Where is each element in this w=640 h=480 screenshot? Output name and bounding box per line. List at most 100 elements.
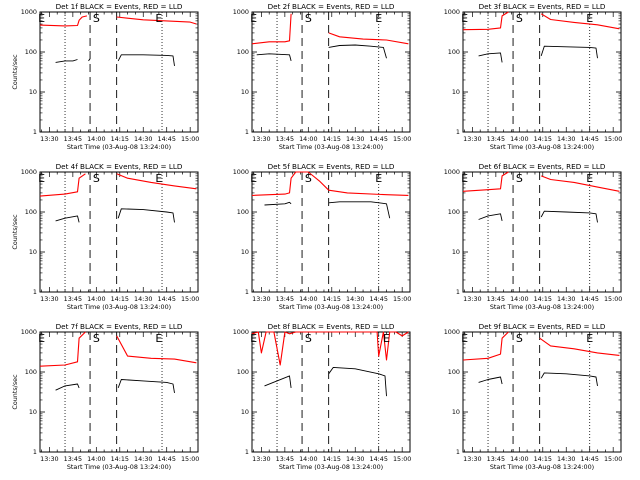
events-line <box>117 379 175 393</box>
y-tick-label: 1 <box>245 448 249 456</box>
y-tick-label: 1 <box>245 128 249 136</box>
x-axis-label: Start Time (03-Aug-08 13:24:00) <box>279 303 383 311</box>
x-axis-label: Start Time (03-Aug-08 13:24:00) <box>490 143 594 151</box>
y-tick-label: 10 <box>29 408 37 416</box>
end-marker-letter: E <box>155 172 162 185</box>
lld-line <box>540 13 620 30</box>
panel-title: Det 2f BLACK = Events, RED = LLD <box>268 2 395 11</box>
lld-line <box>328 32 409 45</box>
events-line <box>264 375 292 388</box>
lld-line <box>541 175 620 192</box>
start-marker-letter: E <box>38 12 45 25</box>
events-line <box>328 366 387 397</box>
events-line <box>540 372 598 386</box>
lld-line <box>251 171 409 196</box>
x-axis-label: Start Time (03-Aug-08 13:24:00) <box>490 463 594 471</box>
y-tick-label: 10 <box>241 248 249 256</box>
mid-marker-letter: S <box>305 332 312 345</box>
end-marker-letter: E <box>586 12 593 25</box>
y-tick-label: 1000 <box>444 328 460 336</box>
chart-panel-9: Det 9f BLACK = Events, RED = LLD 1 10 100 10… <box>444 322 623 471</box>
end-marker-letter: E <box>375 12 382 25</box>
x-tick-label: 14:00 <box>299 455 317 463</box>
x-axis-label: Start Time (03-Aug-08 13:24:00) <box>279 463 383 471</box>
y-tick-label: 10 <box>29 248 37 256</box>
plot-frame <box>39 171 199 293</box>
lld-line <box>462 11 509 31</box>
start-marker-letter: E <box>250 12 257 25</box>
x-tick-label: 14:45 <box>581 135 599 143</box>
lld-line <box>462 331 509 361</box>
x-tick-label: 13:45 <box>487 135 505 143</box>
x-tick-label: 14:00 <box>510 455 528 463</box>
plot-frame <box>251 11 411 133</box>
lld-line <box>39 15 88 27</box>
panel-title: Det 4f BLACK = Events, RED = LLD <box>56 162 183 171</box>
x-tick-label: 14:15 <box>111 295 129 303</box>
lld-line <box>39 173 86 197</box>
y-tick-label: 10 <box>452 248 460 256</box>
y-tick-label: 10 <box>452 88 460 96</box>
end-marker-letter: E <box>155 332 162 345</box>
lld-line <box>116 173 197 190</box>
y-tick-label: 10 <box>241 88 249 96</box>
x-tick-label: 14:30 <box>557 455 575 463</box>
x-tick-label: 13:45 <box>276 135 294 143</box>
mid-marker-letter: S <box>516 12 523 25</box>
lld-line <box>328 331 409 361</box>
y-tick-label: 1000 <box>21 168 37 176</box>
y-tick-label: 1 <box>456 448 460 456</box>
x-tick-label: 14:00 <box>87 455 105 463</box>
lld-line <box>39 331 86 367</box>
x-tick-label: 14:00 <box>299 295 317 303</box>
chart-panel-4: Det 4f BLACK = Events, RED = LLD 1 10 100 10… <box>11 162 199 311</box>
plot-frame <box>251 171 411 293</box>
x-tick-label: 14:45 <box>158 135 176 143</box>
x-tick-label: 14:30 <box>134 295 152 303</box>
x-tick-label: 15:00 <box>181 295 199 303</box>
events-line <box>478 213 503 221</box>
chart-panel-6: Det 6f BLACK = Events, RED = LLD 1 10 100 10… <box>444 162 623 311</box>
x-tick-label: 15:00 <box>604 455 622 463</box>
x-tick-label: 14:30 <box>346 295 364 303</box>
events-line <box>55 59 78 63</box>
y-tick-label: 1000 <box>444 168 460 176</box>
chart-panel-1: Det 1f BLACK = Events, RED = LLD 1 10 100 10… <box>11 2 199 151</box>
x-tick-label: 15:00 <box>393 295 411 303</box>
x-tick-label: 14:15 <box>534 295 552 303</box>
panel-title: Det 8f BLACK = Events, RED = LLD <box>268 322 395 331</box>
plot-frame <box>462 11 622 133</box>
y-tick-label: 1 <box>245 288 249 296</box>
x-axis-label: Start Time (03-Aug-08 13:24:00) <box>67 143 171 151</box>
lld-line <box>251 13 292 45</box>
x-axis-label: Start Time (03-Aug-08 13:24:00) <box>490 303 594 311</box>
events-line <box>478 52 503 63</box>
x-tick-label: 13:45 <box>276 455 294 463</box>
x-tick-label: 14:00 <box>87 135 105 143</box>
end-marker-letter: E <box>375 172 382 185</box>
x-tick-label: 15:00 <box>604 295 622 303</box>
x-tick-label: 15:00 <box>393 135 411 143</box>
x-tick-label: 13:30 <box>252 135 270 143</box>
x-tick-label: 13:45 <box>64 455 82 463</box>
events-line <box>88 58 91 62</box>
x-tick-label: 13:30 <box>463 295 481 303</box>
y-tick-label: 1000 <box>233 168 249 176</box>
y-tick-label: 10 <box>241 408 249 416</box>
y-tick-label: 100 <box>237 368 249 376</box>
start-marker-letter: E <box>461 332 468 345</box>
x-axis-label: Start Time (03-Aug-08 13:24:00) <box>67 303 171 311</box>
events-line <box>55 383 80 391</box>
chart-panel-8: Det 8f BLACK = Events, RED = LLD 1 10 100 10… <box>233 322 412 471</box>
panel-title: Det 9f BLACK = Events, RED = LLD <box>479 322 606 331</box>
x-tick-label: 13:45 <box>487 455 505 463</box>
y-tick-label: 100 <box>237 208 249 216</box>
x-tick-label: 14:15 <box>534 455 552 463</box>
x-tick-label: 13:45 <box>276 295 294 303</box>
x-tick-label: 14:45 <box>370 455 388 463</box>
panel-title: Det 3f BLACK = Events, RED = LLD <box>479 2 606 11</box>
plot-frame <box>462 331 622 453</box>
end-marker-letter: E <box>155 12 162 25</box>
x-tick-label: 14:30 <box>134 135 152 143</box>
x-tick-label: 13:30 <box>252 295 270 303</box>
